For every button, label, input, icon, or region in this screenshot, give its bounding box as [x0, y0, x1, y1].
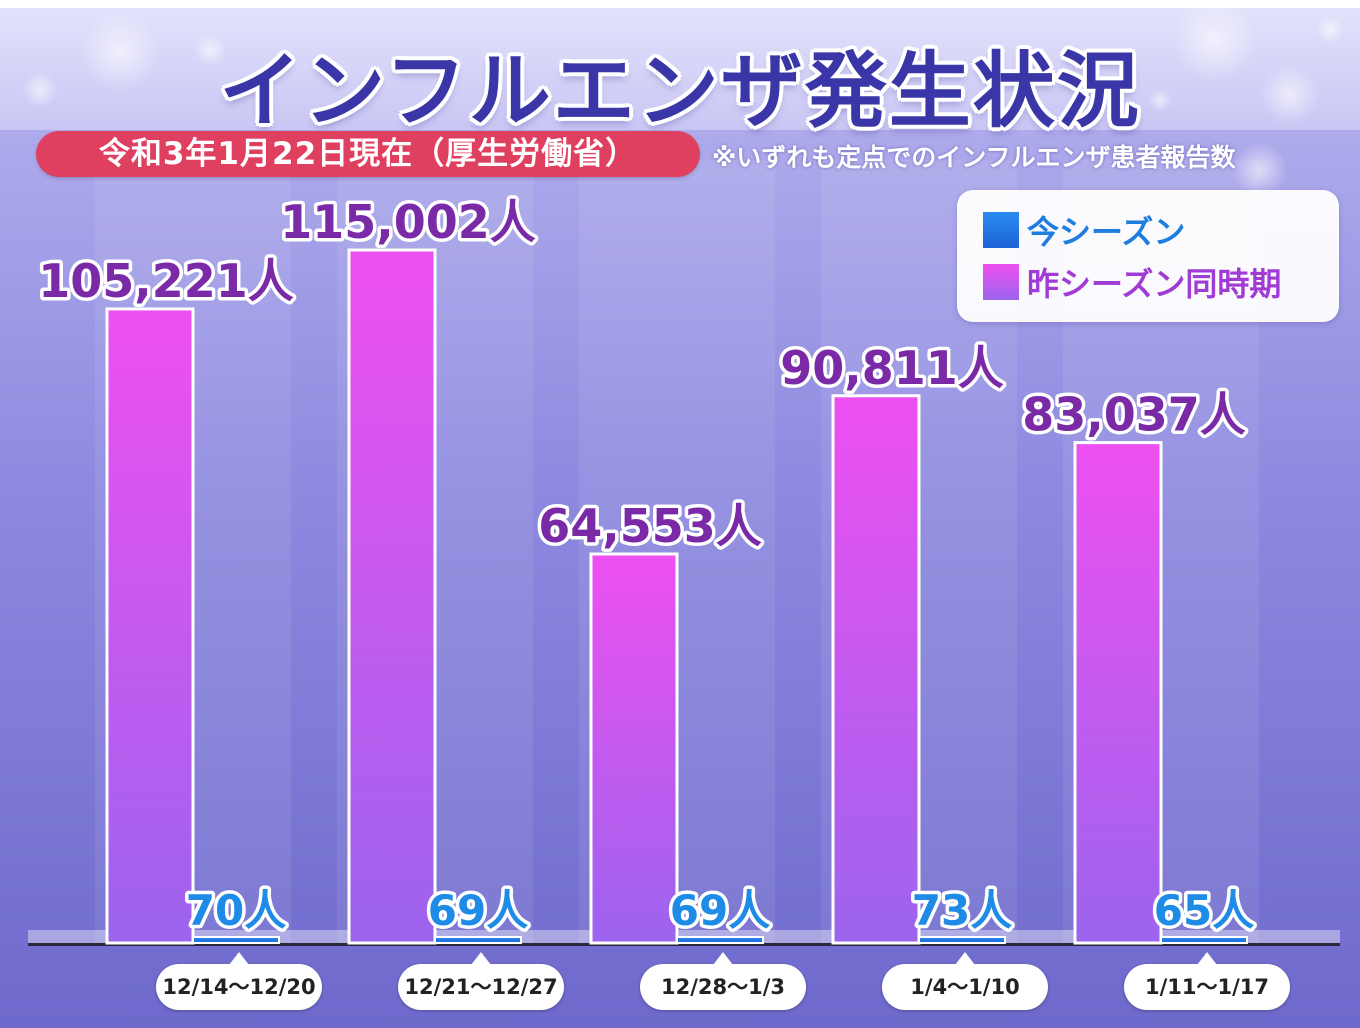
bar-current-season	[676, 936, 764, 944]
x-axis-tick-label: 12/21〜12/27	[398, 964, 564, 1010]
value-label-previous: 64,553人	[538, 499, 762, 553]
x-axis-tick-pointer	[713, 952, 733, 965]
x-axis-tick-pointer	[1197, 952, 1217, 965]
legend-label-previous: 昨シーズン同時期	[1027, 265, 1282, 303]
page-title: インフルエンザ発生状況	[219, 44, 1141, 139]
x-axis-tick-label: 1/11〜1/17	[1124, 964, 1290, 1010]
date-note-badge: 令和3年1月22日現在（厚生労働省）	[36, 131, 700, 177]
value-label-previous: 83,037人	[1022, 388, 1246, 442]
x-axis-tick-pointer	[955, 952, 975, 965]
bar-previous-season	[1073, 441, 1163, 945]
bar-current-season	[918, 936, 1006, 944]
bar-current-season	[1160, 936, 1248, 944]
value-label-previous: 90,811人	[780, 341, 1004, 395]
x-axis-tick-label: 12/14〜12/20	[156, 964, 322, 1010]
bar-current-season	[192, 936, 280, 944]
x-axis-tick-pointer	[471, 952, 491, 965]
value-label-current: 69人	[428, 886, 528, 935]
x-axis-tick-label: 12/28〜1/3	[640, 964, 806, 1010]
legend: 今シーズン 昨シーズン同時期	[957, 190, 1339, 322]
value-label-current: 73人	[912, 886, 1012, 935]
legend-swatch-current	[983, 212, 1019, 248]
value-label-previous: 115,002人	[280, 195, 536, 249]
value-label-previous: 105,221人	[38, 254, 294, 308]
x-axis-tick-label: 1/4〜1/10	[882, 964, 1048, 1010]
legend-swatch-previous	[983, 264, 1019, 300]
value-label-current: 70人	[186, 886, 286, 935]
footnote: ※いずれも定点でのインフルエンザ患者報告数	[712, 143, 1236, 172]
virus-decoration-icon	[22, 0, 1344, 198]
bar-labels-layer: 105,221人 70人 115,002人 69人 64,553人 69人 90,811人 7…	[35, 192, 1258, 939]
legend-item-current: 今シーズン	[983, 210, 1186, 251]
value-label-current: 69人	[670, 886, 770, 935]
bar-previous-season	[831, 394, 921, 945]
legend-item-previous: 昨シーズン同時期	[983, 262, 1282, 303]
bar-previous-season	[589, 552, 679, 945]
bar-previous-season	[347, 248, 437, 945]
legend-label-current: 今シーズン	[1027, 213, 1186, 251]
value-label-current: 65人	[1154, 886, 1254, 935]
x-axis-tick-pointer	[229, 952, 249, 965]
bar-current-season	[434, 936, 522, 944]
bar-previous-season	[105, 307, 195, 945]
